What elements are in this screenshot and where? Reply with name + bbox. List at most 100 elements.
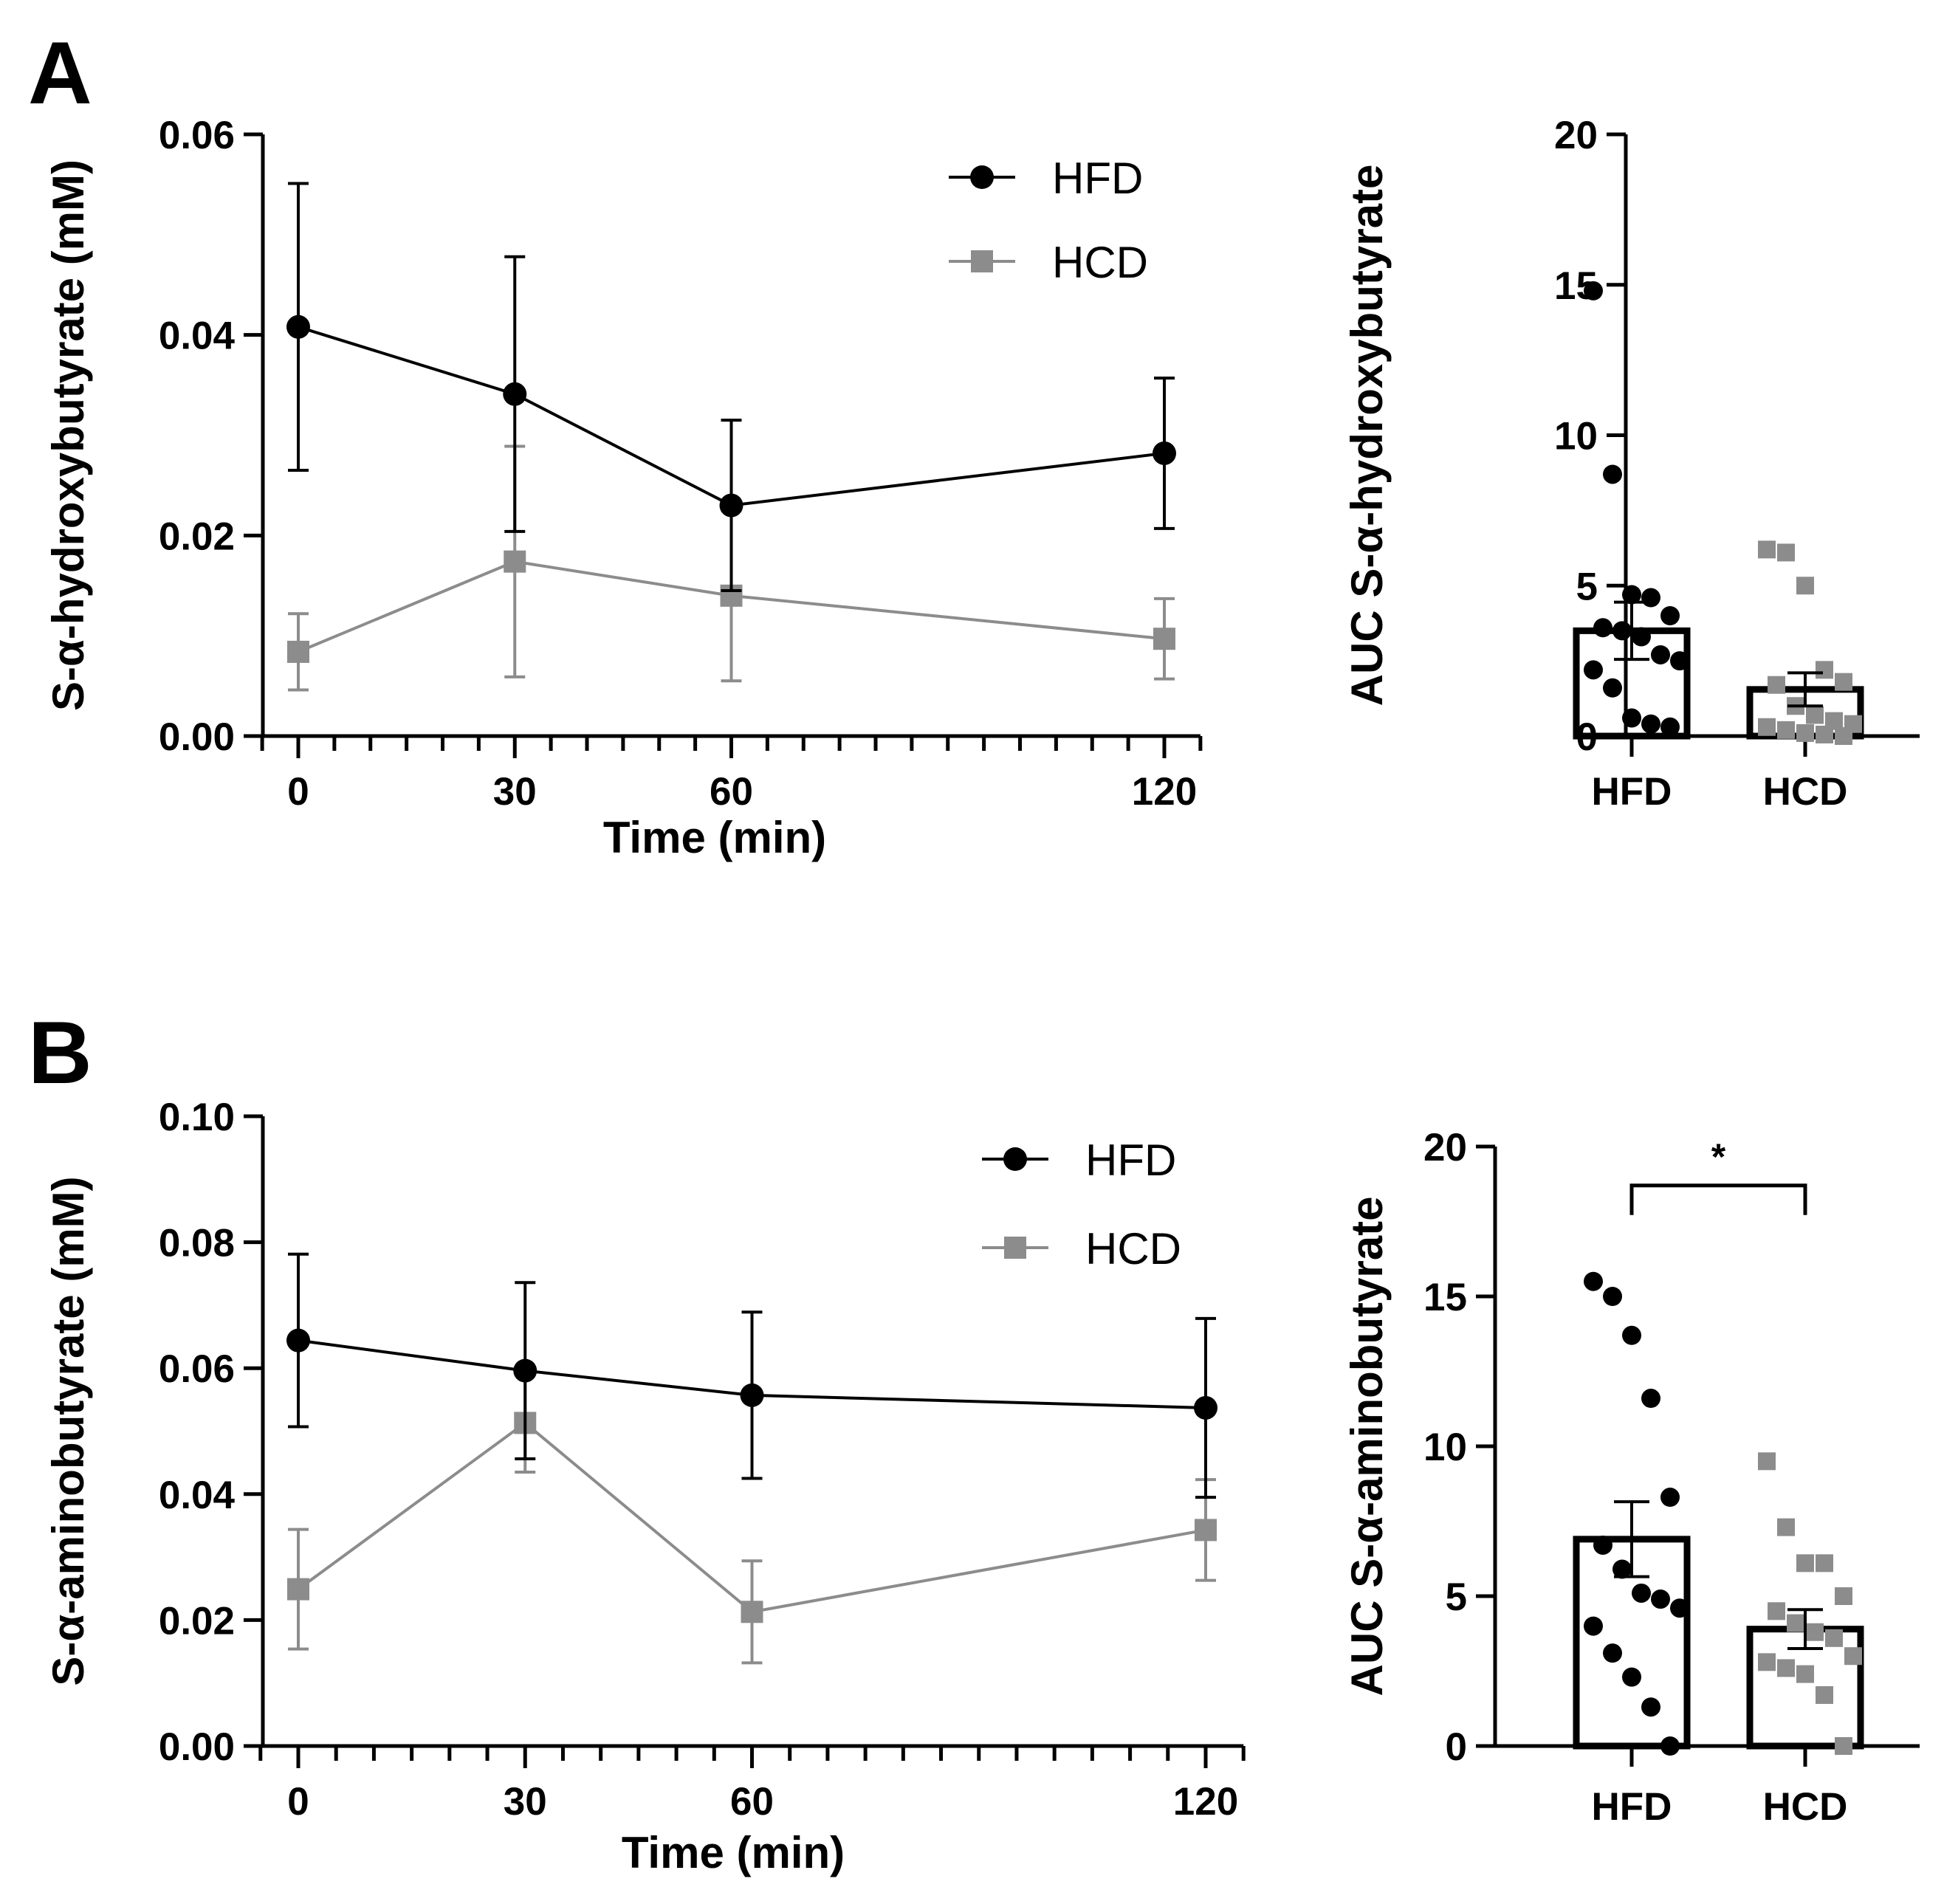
legend-label-hfd: HFD bbox=[1085, 1135, 1176, 1185]
data-point bbox=[1670, 651, 1689, 671]
chart-b-bar: 0 5 10 15 20 AUC S-α-aminobutyrate HFD HCD * bbox=[1342, 1126, 1920, 1829]
data-point bbox=[1603, 1643, 1622, 1663]
series-hfd bbox=[286, 1252, 1217, 1499]
y-tick-label: 0.04 bbox=[159, 1474, 236, 1517]
legend-marker bbox=[971, 250, 993, 272]
data-point bbox=[1603, 1287, 1622, 1306]
y-tick-label: 10 bbox=[1554, 415, 1598, 458]
panel-label-b: B bbox=[28, 1003, 92, 1102]
data-point bbox=[1194, 1395, 1217, 1420]
x-axis-title: Time (min) bbox=[622, 1828, 845, 1877]
data-point bbox=[1758, 718, 1776, 736]
data-point bbox=[504, 550, 526, 573]
data-point bbox=[1603, 464, 1622, 484]
x-tick-label: 0 bbox=[287, 1780, 309, 1824]
y-tick-label: 20 bbox=[1554, 114, 1598, 157]
data-point bbox=[1584, 1616, 1603, 1636]
legend-marker bbox=[1004, 1237, 1026, 1259]
y-tick-label: 15 bbox=[1423, 1276, 1467, 1319]
x-tick-label: 30 bbox=[504, 1780, 547, 1824]
data-point bbox=[1806, 706, 1824, 724]
data-point bbox=[1806, 1623, 1824, 1641]
data-point bbox=[1660, 1736, 1680, 1756]
y-tick-label: 0.04 bbox=[159, 315, 236, 358]
legend-label-hcd: HCD bbox=[1052, 238, 1148, 287]
data-point bbox=[1622, 1325, 1641, 1345]
x-tick-label: 30 bbox=[493, 770, 537, 814]
y-tick-label: 0.06 bbox=[159, 114, 235, 157]
x-tick-label: 120 bbox=[1132, 770, 1197, 814]
data-point bbox=[1641, 1697, 1660, 1717]
data-point bbox=[1153, 441, 1176, 465]
data-point bbox=[1825, 1629, 1843, 1647]
y-tick-label: 0.00 bbox=[159, 1725, 235, 1769]
y-axis-title: AUC S-α-hydroxybutyrate bbox=[1342, 165, 1392, 707]
y-axis-title: AUC S-α-aminobutyrate bbox=[1342, 1197, 1392, 1697]
y-tick-label: 0.00 bbox=[159, 715, 235, 759]
data-point bbox=[1612, 621, 1632, 641]
x-tick-label: 120 bbox=[1173, 1780, 1238, 1824]
y-axis-title: S-α-aminobutyrate (mM) bbox=[44, 1176, 93, 1685]
data-point bbox=[1195, 1519, 1217, 1542]
x-tick-label: HCD bbox=[1763, 1785, 1848, 1829]
data-point bbox=[1844, 1647, 1862, 1666]
y-tick-label: 0.02 bbox=[159, 1599, 235, 1643]
y-tick-label: 20 bbox=[1423, 1126, 1467, 1169]
data-point bbox=[1622, 1667, 1641, 1687]
x-tick-label: 0 bbox=[287, 770, 309, 814]
y-tick-label: 0.08 bbox=[159, 1222, 235, 1265]
legend-marker bbox=[970, 165, 994, 189]
series-hfd bbox=[286, 182, 1176, 593]
data-point bbox=[1153, 628, 1175, 650]
y-tick-label: 0 bbox=[1446, 1725, 1467, 1769]
data-point bbox=[1816, 1554, 1833, 1573]
data-point bbox=[1796, 1665, 1814, 1683]
data-point bbox=[1777, 543, 1795, 562]
series-line-hcd bbox=[298, 560, 1165, 653]
data-point bbox=[1660, 717, 1680, 737]
data-point bbox=[1603, 678, 1622, 698]
x-axis-title: Time (min) bbox=[603, 813, 826, 862]
data-point bbox=[1835, 1737, 1852, 1755]
data-point bbox=[1632, 1583, 1651, 1603]
data-point bbox=[1651, 645, 1670, 664]
data-point bbox=[1622, 708, 1641, 728]
data-point bbox=[287, 1578, 309, 1601]
significance-label: * bbox=[1711, 1136, 1726, 1178]
data-point bbox=[1787, 1614, 1804, 1632]
data-point bbox=[1835, 727, 1852, 745]
x-tick-label: HCD bbox=[1763, 770, 1848, 814]
data-point bbox=[1593, 618, 1612, 638]
data-point bbox=[740, 1383, 764, 1407]
data-point bbox=[1584, 1271, 1603, 1291]
data-point bbox=[1758, 1452, 1776, 1471]
y-tick-label: 10 bbox=[1423, 1426, 1467, 1469]
data-point bbox=[1612, 1559, 1632, 1579]
data-point bbox=[1758, 1653, 1776, 1671]
data-point bbox=[1777, 721, 1795, 739]
panel-label-a: A bbox=[28, 24, 92, 123]
data-point bbox=[1660, 606, 1680, 625]
data-point bbox=[1641, 1389, 1660, 1409]
legend-label-hcd: HCD bbox=[1085, 1224, 1181, 1274]
data-point bbox=[1660, 1488, 1680, 1508]
data-point bbox=[1816, 1685, 1833, 1704]
x-tick-label: 60 bbox=[710, 770, 753, 814]
data-point bbox=[1758, 540, 1776, 559]
data-point bbox=[1641, 588, 1660, 608]
significance-bracket bbox=[1629, 1183, 1807, 1215]
data-point bbox=[1584, 281, 1603, 300]
data-point bbox=[1641, 714, 1660, 734]
data-point bbox=[286, 1328, 310, 1353]
chart-a-line: 0.00 0.02 0.04 0.06 0 30 60 120 Time (min) S-α-hy… bbox=[44, 114, 1203, 862]
data-point bbox=[1593, 1535, 1612, 1555]
data-point bbox=[1777, 1659, 1795, 1677]
data-point bbox=[286, 315, 310, 339]
x-tick-label: HFD bbox=[1592, 1785, 1672, 1829]
data-point bbox=[1835, 1587, 1852, 1605]
data-point bbox=[1835, 673, 1852, 691]
legend-marker bbox=[1003, 1147, 1027, 1171]
series-line-hcd bbox=[297, 1420, 1206, 1614]
data-point bbox=[503, 382, 527, 406]
